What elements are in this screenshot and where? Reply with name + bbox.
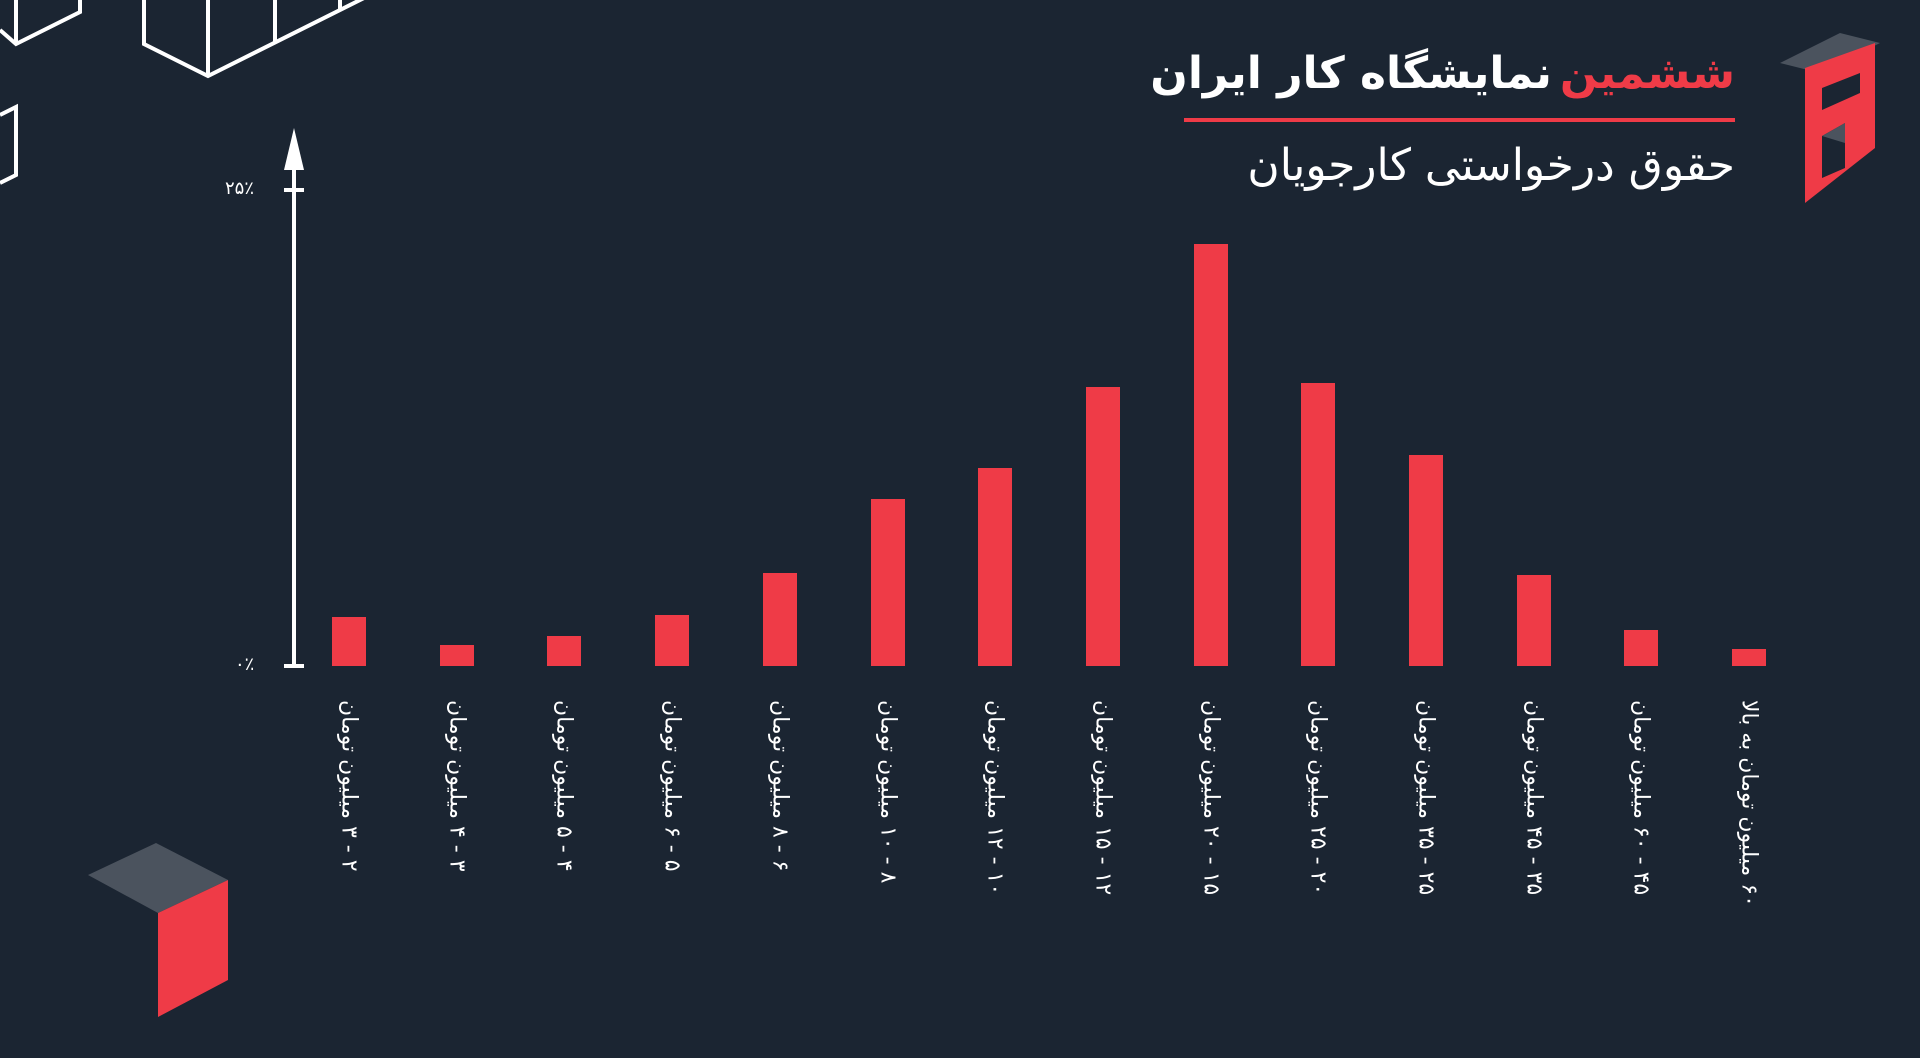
bar <box>1409 455 1443 666</box>
x-tick-label-text: ۱۰ - ۱۲ میلیون تومان <box>982 700 1008 896</box>
bar <box>763 573 797 666</box>
x-tick-label: ۶ - ۸ میلیون تومان <box>760 700 800 1000</box>
bar <box>1086 387 1120 666</box>
y-tick-25: ۲۵٪ <box>225 178 255 199</box>
x-tick-label-text: ۱۲ - ۱۵ میلیون تومان <box>1090 700 1116 896</box>
page-title: ششمین نمایشگاه کار ایران <box>1150 38 1735 108</box>
bar <box>547 636 581 666</box>
bar <box>1301 383 1335 666</box>
x-tick-label: ۲۵ - ۳۵ میلیون تومان <box>1406 700 1446 1000</box>
bar <box>655 615 689 666</box>
x-tick-label: ۵ - ۶ میلیون تومان <box>652 700 692 1000</box>
x-tick-label-text: ۳۵ - ۴۵ میلیون تومان <box>1521 700 1547 896</box>
x-tick-label: ۴ - ۵ میلیون تومان <box>544 700 584 1000</box>
x-tick-label-text: ۲۵ - ۳۵ میلیون تومان <box>1413 700 1439 896</box>
page-subtitle: حقوق درخواستی کارجویان <box>1247 140 1735 191</box>
x-tick-label: ۲ - ۳ میلیون تومان <box>329 700 369 1000</box>
title-divider <box>1184 118 1735 122</box>
x-tick-label-text: ۲۰ - ۲۵ میلیون تومان <box>1305 700 1331 896</box>
bar <box>1732 649 1766 666</box>
y-axis <box>284 128 304 668</box>
x-tick-label-text: ۲ - ۳ میلیون تومان <box>336 700 362 872</box>
bar <box>1624 630 1658 666</box>
x-tick-label-text: ۴ - ۵ میلیون تومان <box>551 700 577 872</box>
x-tick-label-text: ۳ - ۴ میلیون تومان <box>444 700 470 872</box>
bar <box>440 645 474 666</box>
x-tick-label: ۴۵ - ۶۰ میلیون تومان <box>1621 700 1661 1000</box>
bar <box>871 499 905 666</box>
x-tick-label: ۳ - ۴ میلیون تومان <box>437 700 477 1000</box>
x-tick-label: ۶۰ میلیون تومان به بالا <box>1729 700 1769 1000</box>
bar <box>978 468 1012 666</box>
x-tick-label: ۱۲ - ۱۵ میلیون تومان <box>1083 700 1123 1000</box>
bar <box>332 617 366 666</box>
x-tick-label: ۲۰ - ۲۵ میلیون تومان <box>1298 700 1338 1000</box>
x-tick-label-text: ۶۰ میلیون تومان به بالا <box>1736 700 1762 907</box>
cube-decoration <box>88 843 228 1017</box>
x-tick-label-text: ۱۵ - ۲۰ میلیون تومان <box>1198 700 1224 896</box>
x-tick-label-text: ۴۵ - ۶۰ میلیون تومان <box>1628 700 1654 896</box>
six-logo-icon <box>1780 33 1880 203</box>
x-tick-label-text: ۶ - ۸ میلیون تومان <box>767 700 793 872</box>
x-tick-label-text: ۸ - ۱۰ میلیون تومان <box>875 700 901 884</box>
bar <box>1194 244 1228 666</box>
bar <box>1517 575 1551 666</box>
x-tick-label: ۱۵ - ۲۰ میلیون تومان <box>1191 700 1231 1000</box>
x-tick-label-text: ۵ - ۶ میلیون تومان <box>659 700 685 872</box>
title-main: نمایشگاه کار ایران <box>1150 47 1552 99</box>
x-tick-label: ۸ - ۱۰ میلیون تومان <box>868 700 908 1000</box>
title-accent: ششمین <box>1559 47 1735 99</box>
x-tick-label: ۳۵ - ۴۵ میلیون تومان <box>1514 700 1554 1000</box>
wireframe-cubes-decoration <box>0 0 365 185</box>
header: ششمین نمایشگاه کار ایران حقوق درخواستی ک… <box>1120 0 1920 220</box>
y-tick-0: ۰٪ <box>235 654 255 675</box>
x-tick-label: ۱۰ - ۱۲ میلیون تومان <box>975 700 1015 1000</box>
